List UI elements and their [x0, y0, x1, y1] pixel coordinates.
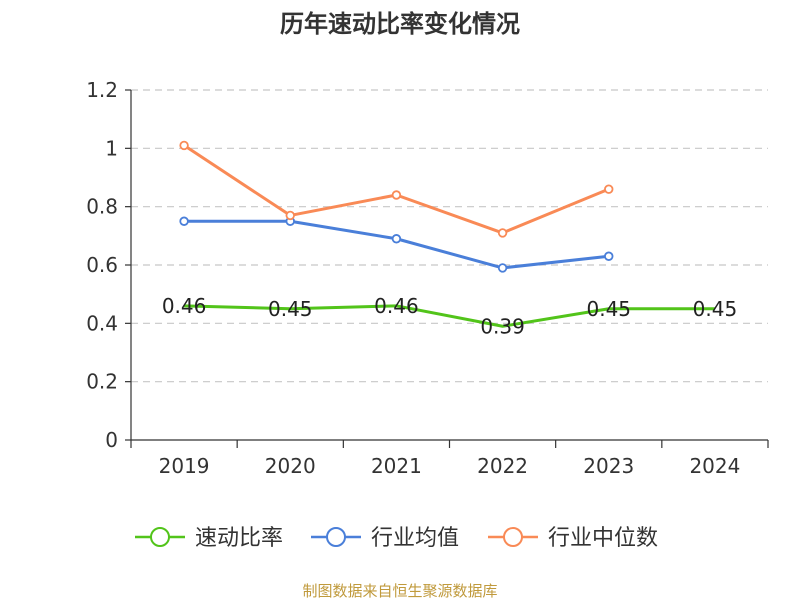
legend-label: 速动比率	[195, 526, 283, 551]
x-tick-label: 2024	[689, 454, 740, 478]
data-label: 0.46	[162, 294, 207, 318]
series-line	[184, 304, 715, 328]
label-layer: 0.46 0.45 0.46 0.39 0.45 0.45	[162, 294, 737, 338]
legend-label: 行业均值	[371, 526, 459, 551]
data-point	[604, 184, 614, 194]
chart-title: 历年速动比率变化情况	[280, 10, 520, 38]
axis-layer: 0 0.2 0.4 0.6 0.8 1 1.2 2019 2020 2021 2022 2023 202…	[86, 78, 769, 478]
x-tick-label: 2022	[477, 454, 528, 478]
x-tick-label: 2020	[265, 454, 316, 478]
x-tick-label: 2019	[159, 454, 210, 478]
y-tick-label: 0.8	[86, 195, 118, 219]
y-tick-label: 1	[105, 136, 118, 160]
legend-swatch-marker	[503, 527, 523, 547]
y-tick-label: 0.4	[86, 311, 118, 335]
data-point	[391, 234, 402, 244]
y-tick-label: 0	[105, 428, 118, 452]
legend-swatch-marker	[150, 527, 170, 547]
data-label: 0.39	[480, 314, 525, 338]
y-tick-label: 0.6	[86, 253, 118, 277]
x-tick-label: 2021	[371, 454, 422, 478]
data-point	[179, 216, 189, 226]
data-label: 0.45	[693, 297, 738, 321]
data-point	[391, 190, 402, 200]
legend-item: 行业中位数	[488, 526, 658, 551]
source-note: 制图数据来自恒生聚源数据库	[302, 582, 497, 600]
data-point	[497, 263, 508, 273]
x-tick-label: 2023	[583, 454, 634, 478]
series-layer	[179, 140, 715, 328]
series-line	[184, 219, 609, 270]
data-label: 0.46	[374, 294, 419, 318]
legend-item: 行业均值	[311, 526, 459, 551]
data-label: 0.45	[586, 297, 631, 321]
grid-layer	[131, 89, 768, 383]
legend-label: 行业中位数	[548, 526, 658, 551]
legend-item: 速动比率	[135, 526, 283, 551]
legend-swatch-marker	[326, 527, 346, 547]
legend: 速动比率 行业均值 行业中位数	[135, 526, 658, 551]
y-tick-label: 0.2	[86, 370, 118, 394]
data-point	[604, 251, 614, 261]
data-point	[497, 228, 508, 238]
y-tick-label: 1.2	[86, 78, 118, 102]
data-point	[179, 140, 189, 151]
data-label: 0.45	[268, 297, 313, 321]
data-point	[285, 210, 295, 221]
